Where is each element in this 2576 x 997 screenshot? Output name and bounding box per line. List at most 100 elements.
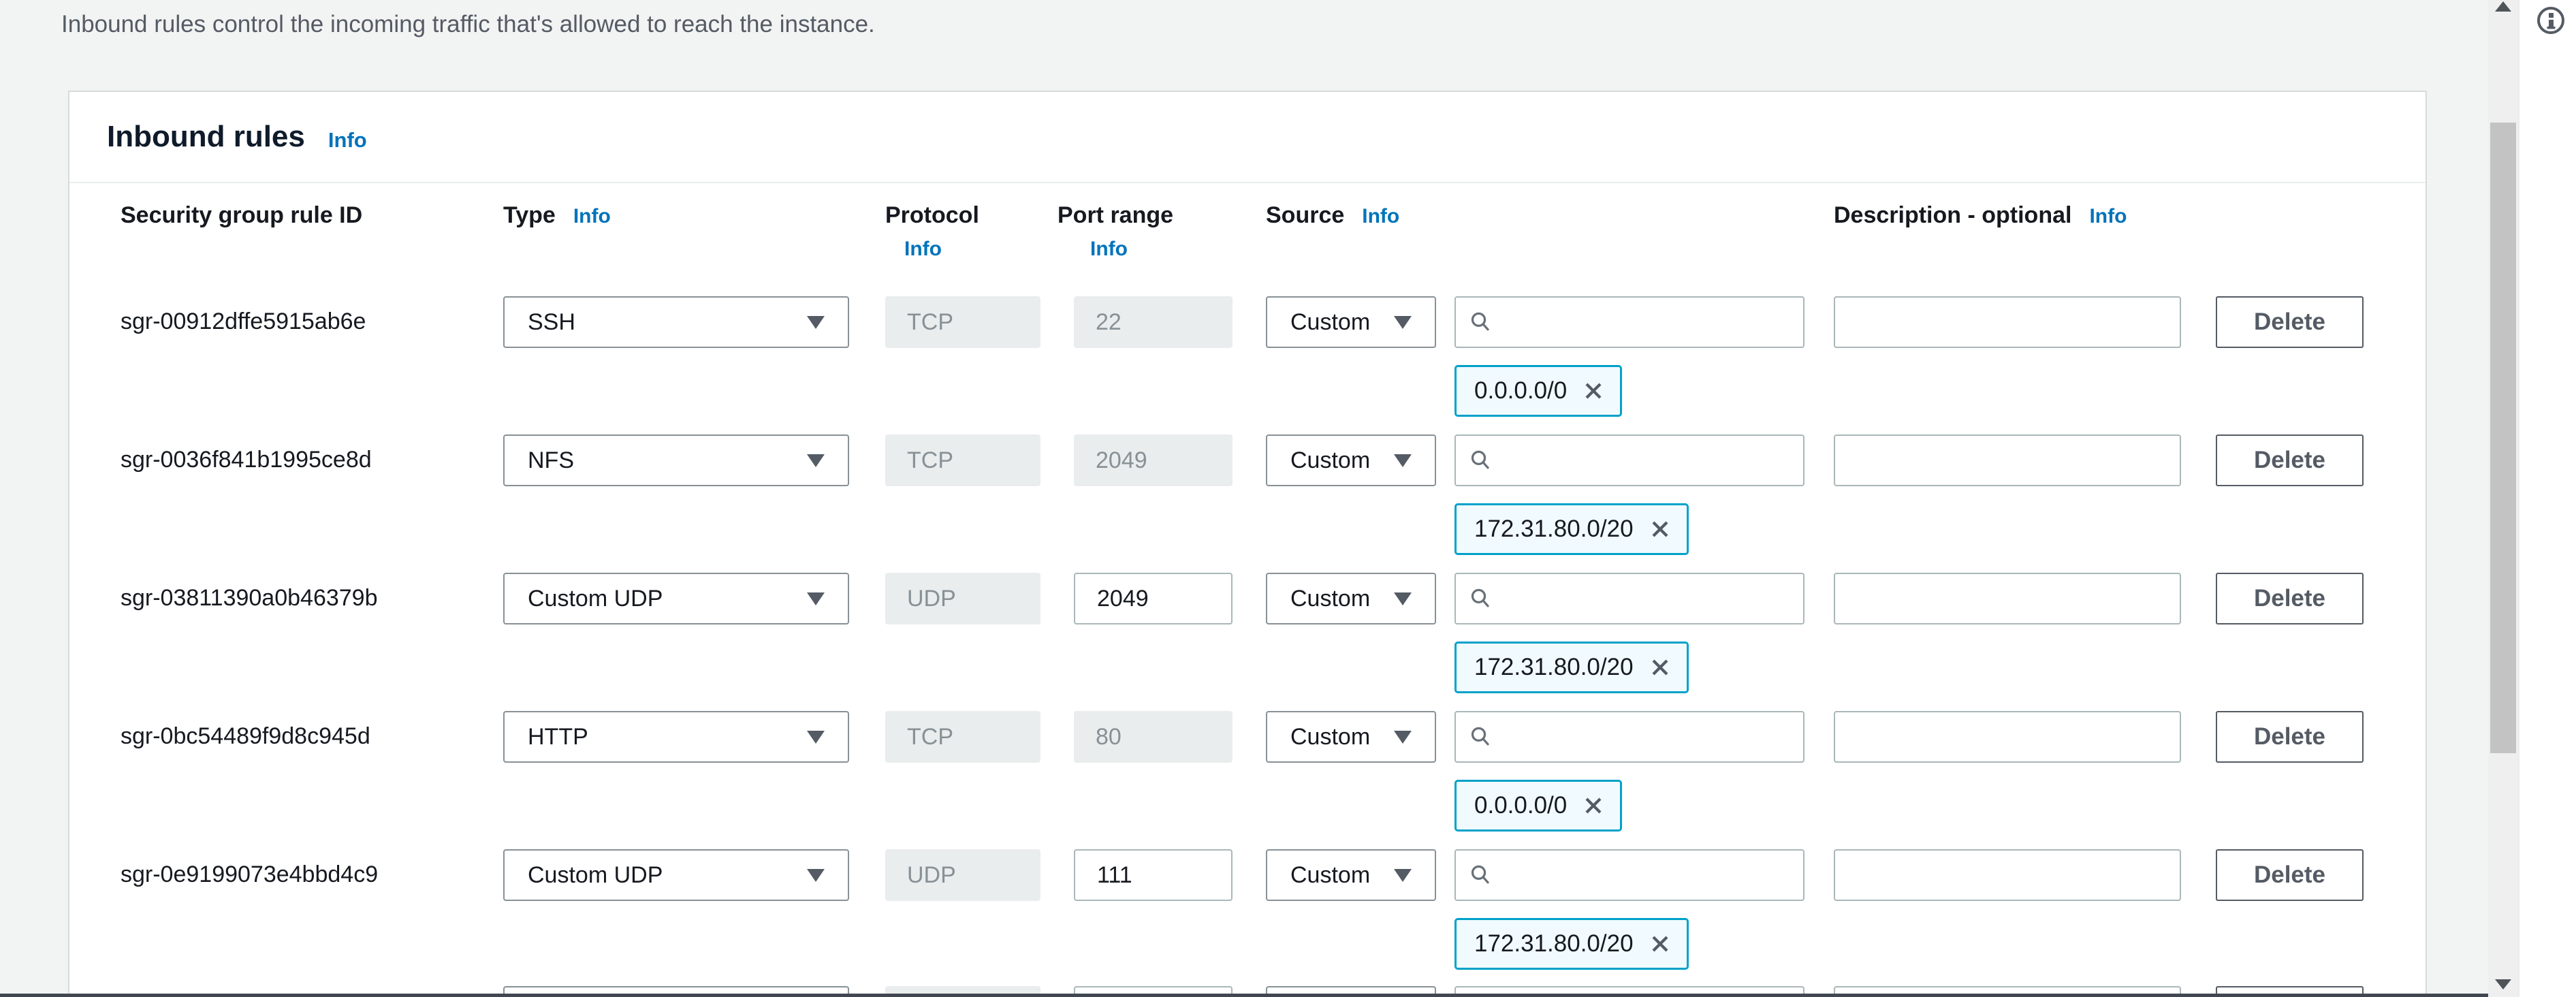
type-info-link[interactable]: Info: [573, 205, 611, 227]
remove-cidr-icon[interactable]: [1649, 656, 1672, 679]
port-range-field: 22: [1074, 296, 1233, 348]
source-cidr-value: 0.0.0.0/0: [1474, 377, 1568, 404]
scrollbar-down-arrow-icon[interactable]: [2495, 979, 2511, 990]
security-group-rule-row: sgr-0e9199073e4bbd4c9 Custom UDP UDP 111…: [69, 849, 2426, 987]
scrollbar-thumb[interactable]: [2490, 123, 2516, 753]
delete-rule-button[interactable]: Delete: [2216, 434, 2364, 486]
type-select[interactable]: Custom UDP: [503, 573, 849, 624]
remove-cidr-icon[interactable]: [1649, 932, 1672, 955]
source-select-value: Custom: [1290, 861, 1371, 888]
port-range-field[interactable]: 2049: [1074, 573, 1233, 624]
header-description: Description - optional Info: [1834, 202, 2127, 229]
header-protocol: Protocol: [885, 202, 979, 228]
inbound-rules-description: Inbound rules control the incoming traff…: [61, 11, 875, 37]
rule-id-text: sgr-0036f841b1995ce8d: [121, 447, 372, 473]
source-search-box[interactable]: [1454, 434, 1804, 486]
remove-cidr-icon[interactable]: [1582, 379, 1605, 402]
security-group-rule-row: sgr-0bc54489f9d8c945d HTTP TCP 80 Custom…: [69, 711, 2426, 849]
delete-rule-button[interactable]: Delete: [2216, 849, 2364, 901]
description-info-link[interactable]: Info: [2089, 205, 2127, 227]
panel-info-link[interactable]: Info: [328, 128, 367, 152]
source-search-box[interactable]: [1454, 573, 1804, 624]
source-select-value: Custom: [1290, 447, 1371, 473]
source-cidr-tag: 0.0.0.0/0: [1454, 365, 1623, 417]
chevron-down-icon: [807, 730, 825, 744]
port-range-field: 2049: [1074, 434, 1233, 486]
description-input[interactable]: [1834, 711, 2181, 763]
source-select-value: Custom: [1290, 585, 1371, 612]
chevron-down-icon: [1394, 730, 1412, 744]
source-select[interactable]: Custom: [1266, 711, 1436, 763]
source-search-input[interactable]: [1501, 585, 1790, 612]
remove-cidr-icon[interactable]: [1582, 794, 1605, 817]
type-select[interactable]: HTTP: [503, 711, 849, 763]
source-info-link[interactable]: Info: [1362, 205, 1400, 227]
port-range-field[interactable]: 111: [1074, 849, 1233, 901]
source-search-box[interactable]: [1454, 711, 1804, 763]
vertical-scrollbar[interactable]: [2488, 0, 2518, 997]
source-select[interactable]: Custom: [1266, 573, 1436, 624]
source-cidr-value: 172.31.80.0/20: [1474, 930, 1634, 957]
description-input[interactable]: [1834, 849, 2181, 901]
header-description-label: Description - optional: [1834, 202, 2072, 228]
header-rule-id: Security group rule ID: [121, 202, 363, 228]
bottom-edge-divider: [0, 994, 2488, 997]
inbound-rules-panel: Inbound rules Info Security group rule I…: [68, 91, 2427, 997]
rule-id-text: sgr-00912dffe5915ab6e: [121, 308, 366, 334]
scrollbar-up-arrow-icon[interactable]: [2495, 1, 2511, 12]
protocol-field: TCP: [885, 296, 1040, 348]
type-select[interactable]: NFS: [503, 434, 849, 486]
source-cidr-tag: 172.31.80.0/20: [1454, 918, 1689, 970]
panel-header: Inbound rules Info: [69, 92, 2426, 183]
protocol-info-link[interactable]: Info: [904, 238, 942, 260]
source-cidr-tag: 172.31.80.0/20: [1454, 642, 1689, 693]
chevron-down-icon: [807, 454, 825, 467]
source-cidr-tag: 172.31.80.0/20: [1454, 503, 1689, 555]
delete-rule-button[interactable]: Delete: [2216, 573, 2364, 624]
source-cidr-value: 172.31.80.0/20: [1474, 654, 1634, 680]
protocol-field: TCP: [885, 434, 1040, 486]
help-side-strip: [2518, 0, 2576, 997]
source-search-input[interactable]: [1501, 447, 1790, 474]
description-input[interactable]: [1834, 573, 2181, 624]
port-range-info-link[interactable]: Info: [1090, 238, 1128, 260]
source-search-input[interactable]: [1501, 308, 1790, 336]
info-circle-icon: [2537, 7, 2564, 34]
remove-cidr-icon[interactable]: [1649, 518, 1672, 541]
type-select-value: NFS: [528, 447, 574, 473]
header-port-range: Port range: [1058, 202, 1174, 228]
rule-id-text: sgr-03811390a0b46379b: [121, 585, 378, 611]
chevron-down-icon: [1394, 868, 1412, 882]
type-select[interactable]: SSH: [503, 296, 849, 348]
source-search-input[interactable]: [1501, 861, 1790, 889]
type-select-value: Custom UDP: [528, 861, 663, 888]
source-select[interactable]: Custom: [1266, 434, 1436, 486]
chevron-down-icon: [1394, 592, 1412, 605]
info-panel-toggle[interactable]: [2536, 5, 2566, 35]
panel-title: Inbound rules: [107, 120, 305, 153]
delete-rule-button[interactable]: Delete: [2216, 296, 2364, 348]
delete-rule-button[interactable]: Delete: [2216, 711, 2364, 763]
chevron-down-icon: [1394, 454, 1412, 467]
source-search-input[interactable]: [1501, 723, 1790, 750]
description-input[interactable]: [1834, 296, 2181, 348]
source-search-box[interactable]: [1454, 849, 1804, 901]
source-search-box[interactable]: [1454, 296, 1804, 348]
protocol-field: UDP: [885, 849, 1040, 901]
header-source: Source Info: [1266, 202, 1399, 229]
chevron-down-icon: [807, 868, 825, 882]
type-select[interactable]: Custom UDP: [503, 849, 849, 901]
type-select-value: HTTP: [528, 723, 588, 750]
security-group-rule-row: sgr-03811390a0b46379b Custom UDP UDP 204…: [69, 573, 2426, 711]
source-select[interactable]: Custom: [1266, 296, 1436, 348]
description-input[interactable]: [1834, 434, 2181, 486]
port-range-field: 80: [1074, 711, 1233, 763]
search-icon: [1471, 727, 1489, 746]
security-group-rule-row: sgr-00912dffe5915ab6e SSH TCP 22 Custom …: [69, 296, 2426, 434]
source-select[interactable]: Custom: [1266, 849, 1436, 901]
header-type: Type Info: [503, 202, 611, 229]
rule-id-text: sgr-0bc54489f9d8c945d: [121, 723, 370, 749]
rules-list: sgr-00912dffe5915ab6e SSH TCP 22 Custom …: [69, 92, 2426, 997]
rule-id-text: sgr-0e9199073e4bbd4c9: [121, 861, 379, 887]
source-select-value: Custom: [1290, 723, 1371, 750]
